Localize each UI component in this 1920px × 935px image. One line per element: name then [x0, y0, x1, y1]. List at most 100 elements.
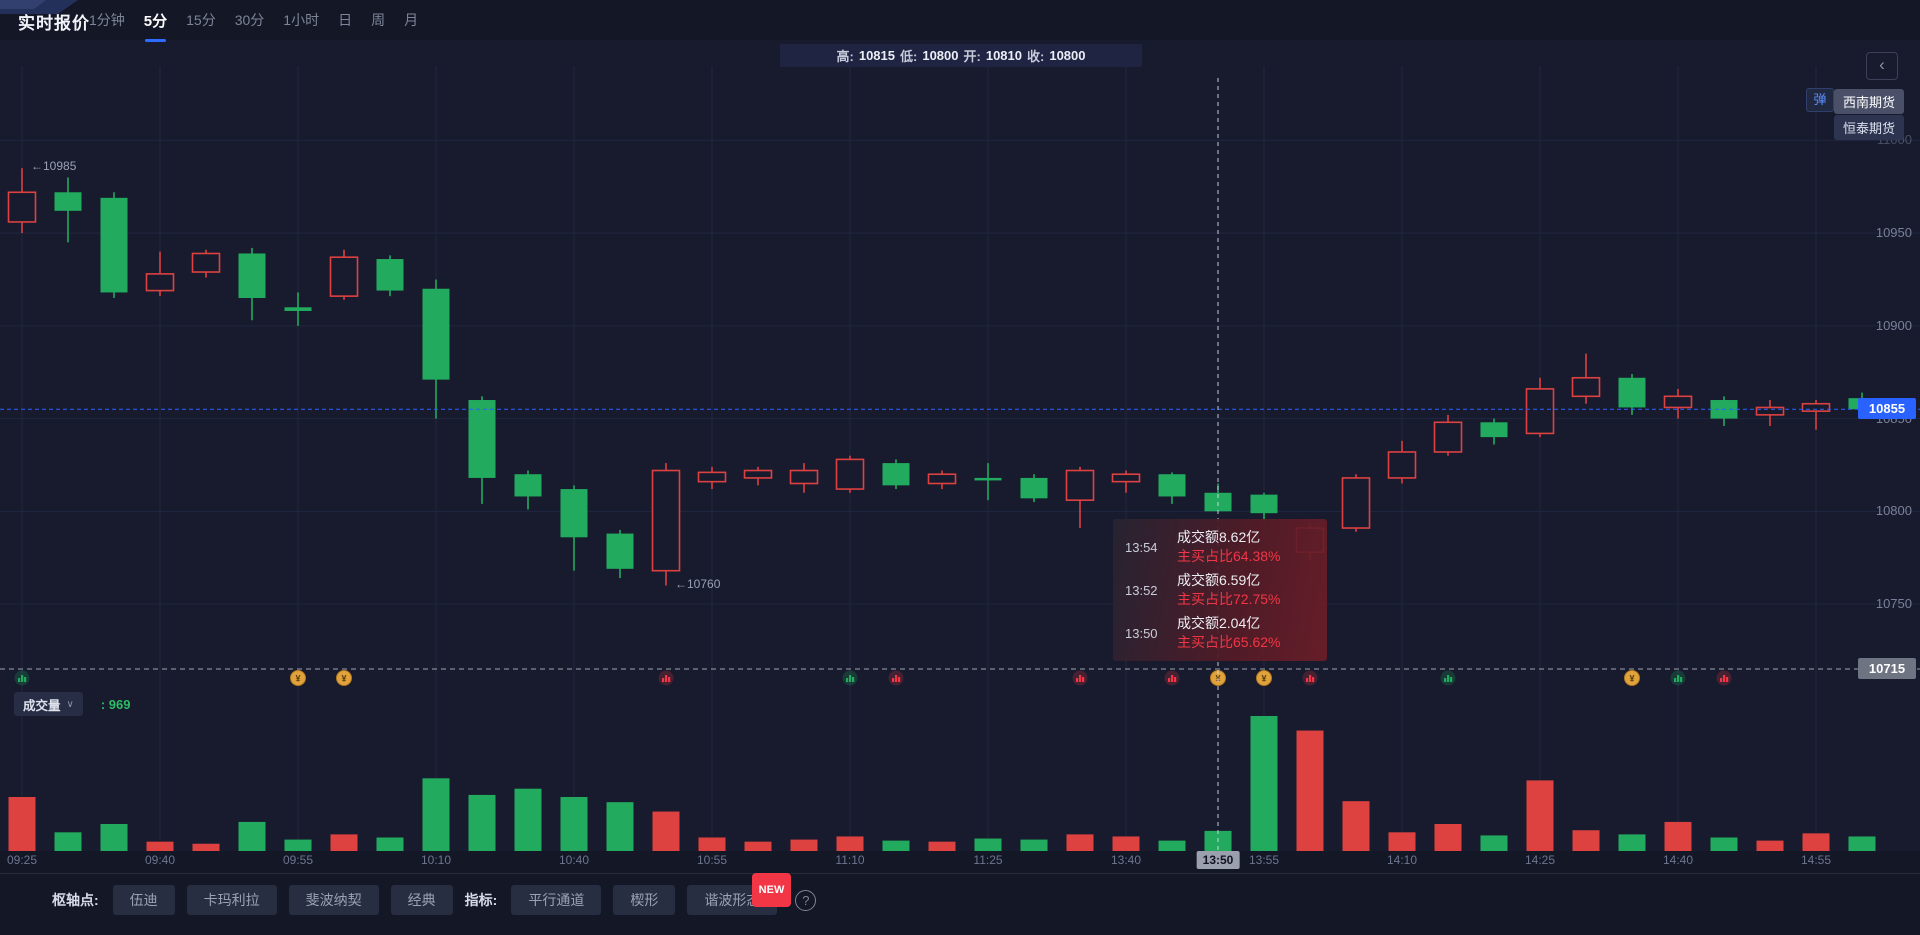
volume-indicator-name: 成交量: [23, 698, 61, 713]
crosshair-tooltip: 13:54 成交额8.62亿 主买占比64.38% 13:52 成交额6.59亿…: [1113, 519, 1327, 661]
pivot-button-woodie[interactable]: 伍迪: [112, 885, 175, 915]
red-event-marker-icon[interactable]: [1716, 670, 1732, 686]
pivot-button-camarilla[interactable]: 卡玛利拉: [186, 885, 277, 915]
pivot-button-classic[interactable]: 经典: [390, 885, 453, 915]
tooltip-row: 13:54 成交额8.62亿 主买占比64.38%: [1125, 528, 1315, 566]
broker-label-xinan[interactable]: 西南期货: [1833, 89, 1904, 114]
candle-body: [1525, 388, 1555, 435]
volume-bar: [1296, 730, 1324, 851]
red-event-marker-icon[interactable]: [888, 670, 904, 686]
high-label: 高:: [836, 49, 854, 64]
candle-body: [974, 477, 1002, 481]
volume-bar: [882, 840, 910, 851]
candle-body: [789, 469, 819, 485]
danmaku-toggle-icon[interactable]: 弹: [1806, 88, 1834, 112]
gold-event-marker-icon[interactable]: ¥: [290, 670, 306, 686]
pivot-button-fibonacci[interactable]: 斐波纳契: [288, 885, 379, 915]
broker-label-hengtai[interactable]: 恒泰期货: [1833, 115, 1904, 140]
candle-body: [1250, 494, 1278, 514]
tooltip-buy-ratio: 主买占比72.75%: [1177, 591, 1281, 607]
svg-text:¥: ¥: [1629, 674, 1634, 684]
candle-body: [1618, 377, 1646, 408]
volume-bar: [1434, 824, 1462, 851]
collapse-panel-button[interactable]: ‹: [1866, 52, 1898, 80]
volume-bar: [1848, 836, 1876, 851]
volume-bar: [1526, 780, 1554, 851]
volume-bar: [8, 797, 36, 851]
candle-body: [145, 273, 175, 292]
green-event-marker-icon[interactable]: [1440, 670, 1456, 686]
svg-text:¥: ¥: [295, 674, 300, 684]
candle-body: [1571, 376, 1601, 398]
top-toolbar: 实时报价 1分钟 5分 15分 30分 1小时 日 周 月: [0, 0, 1920, 42]
volume-bar: [54, 832, 82, 851]
help-icon[interactable]: ?: [795, 889, 817, 911]
tab-1hour[interactable]: 1小时: [283, 12, 320, 28]
indicator-button-parallel-channel[interactable]: 平行通道: [511, 885, 602, 915]
tab-1min[interactable]: 1分钟: [89, 12, 125, 28]
tooltip-row: 13:50 成交额2.04亿 主买占比65.62%: [1125, 614, 1315, 652]
time-axis-strip: [0, 851, 1920, 874]
candle-body: [191, 252, 221, 273]
red-event-marker-icon[interactable]: [658, 670, 674, 686]
ohlc-readout-bar: 高: 10815 低: 10800 开: 10810 收: 10800: [780, 44, 1142, 67]
indicator-section-label: 指标:: [464, 892, 498, 908]
svg-text:¥: ¥: [341, 674, 346, 684]
volume-bar: [1112, 836, 1140, 851]
tooltip-turnover: 成交额8.62亿: [1177, 529, 1261, 545]
tooltip-row: 13:52 成交额6.59亿 主买占比72.75%: [1125, 571, 1315, 609]
bottom-toolbar: 枢轴点: 伍迪 卡玛利拉 斐波纳契 经典 指标: 平行通道 楔形 谐波形态 NE…: [0, 873, 1920, 935]
indicator-button-wedge[interactable]: 楔形: [613, 885, 676, 915]
indicator-button-harmonic[interactable]: 谐波形态 NEW: [687, 873, 792, 915]
volume-indicator-selector[interactable]: 成交量 ∨: [14, 692, 83, 716]
tab-week[interactable]: 周: [371, 12, 386, 28]
tab-month[interactable]: 月: [404, 12, 419, 28]
tab-5min[interactable]: 5分: [143, 6, 168, 42]
tooltip-turnover: 成交额2.04亿: [1177, 615, 1261, 631]
tab-15min[interactable]: 15分: [186, 12, 216, 28]
green-event-marker-icon[interactable]: [842, 670, 858, 686]
red-event-marker-icon[interactable]: [1164, 670, 1180, 686]
candle-body: [697, 471, 727, 483]
tab-30min[interactable]: 30分: [234, 12, 265, 28]
volume-bar: [468, 794, 496, 851]
candle-body: [1065, 469, 1095, 501]
candle-body: [422, 288, 450, 380]
high-value: 10815: [858, 48, 895, 63]
candle-body: [1433, 421, 1463, 453]
candle-body: [284, 307, 312, 311]
tooltip-turnover: 成交额6.59亿: [1177, 572, 1261, 588]
green-event-marker-icon[interactable]: [1670, 670, 1686, 686]
svg-text:¥: ¥: [1261, 674, 1266, 684]
volume-bar: [1388, 832, 1416, 851]
volume-bar: [1342, 801, 1370, 851]
candle-body: [54, 192, 82, 211]
volume-bar: [284, 839, 312, 851]
volume-bar: [698, 837, 726, 851]
red-event-marker-icon[interactable]: [1302, 670, 1318, 686]
gold-event-marker-icon[interactable]: ¥: [336, 670, 352, 686]
candle-body: [1848, 398, 1876, 410]
tooltip-time: 13:52: [1125, 582, 1158, 598]
volume-bar: [376, 837, 404, 851]
candle-body: [1663, 395, 1693, 409]
red-event-marker-icon[interactable]: [1072, 670, 1088, 686]
gold-event-marker-icon[interactable]: ¥: [1624, 670, 1640, 686]
volume-indicator-value: : 969: [100, 696, 131, 712]
open-label: 开:: [963, 49, 981, 64]
candle-body: [560, 489, 588, 538]
volume-bar: [514, 788, 542, 851]
gold-event-marker-icon[interactable]: ¥: [1256, 670, 1272, 686]
volume-bar: [790, 839, 818, 851]
green-event-marker-icon[interactable]: [14, 670, 30, 686]
volume-bar: [560, 797, 588, 851]
chevron-down-icon: ∨: [66, 698, 74, 710]
low-label: 低:: [900, 49, 918, 64]
candle-body: [606, 533, 634, 569]
tab-day[interactable]: 日: [338, 12, 353, 28]
volume-bar: [1802, 833, 1830, 851]
candle-body: [1480, 422, 1508, 438]
volume-bar: [928, 841, 956, 851]
volume-bar: [974, 838, 1002, 851]
